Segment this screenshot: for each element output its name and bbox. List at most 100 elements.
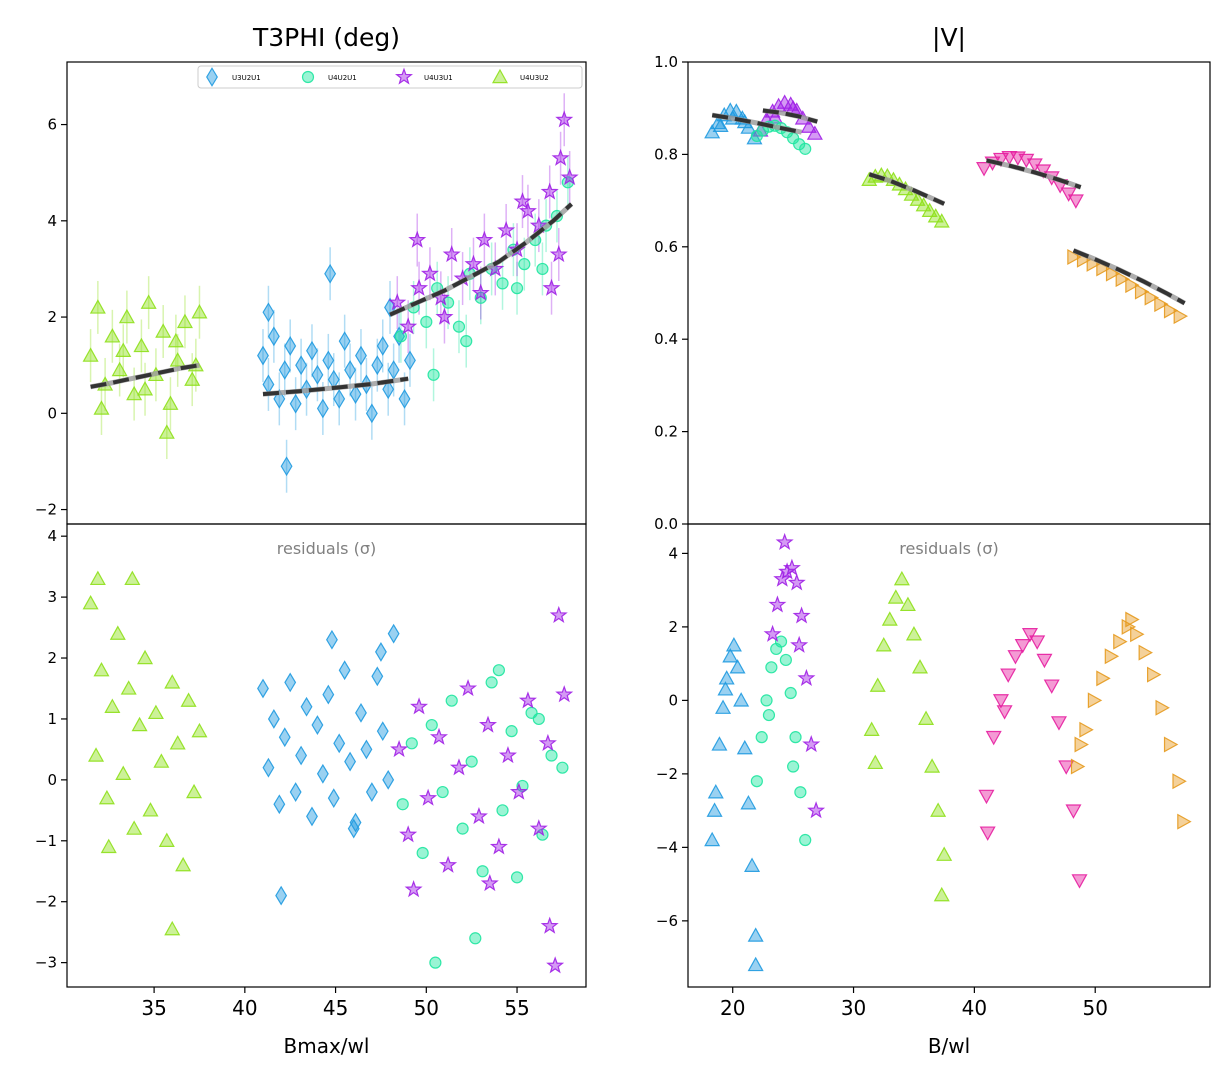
data-point — [797, 668, 816, 686]
data-point — [1134, 283, 1150, 300]
data-point — [1104, 648, 1120, 665]
data-point — [549, 245, 568, 263]
data-point — [355, 345, 367, 366]
data-point — [408, 230, 427, 248]
data-point — [137, 649, 154, 665]
data-point — [257, 678, 269, 699]
data-point — [1096, 670, 1111, 687]
data-point — [456, 822, 469, 835]
data-point — [1060, 187, 1077, 202]
data-point — [347, 818, 360, 839]
data-point — [464, 254, 483, 272]
data-point — [137, 381, 154, 396]
model-line — [986, 158, 1082, 190]
data-point — [496, 277, 509, 290]
data-point — [760, 694, 773, 707]
x-tick-label: 50 — [1082, 996, 1107, 1020]
data-point — [1155, 699, 1170, 716]
data-point — [126, 385, 143, 401]
data-point — [1125, 611, 1140, 628]
data-point — [722, 648, 739, 663]
data-point — [510, 282, 524, 295]
data-point — [371, 355, 384, 376]
residuals-annotation: residuals (σ) — [899, 539, 998, 558]
data-point — [799, 833, 812, 847]
x-tick-label: 40 — [962, 996, 987, 1020]
x-tick-label: 30 — [841, 996, 866, 1020]
series-purple — [763, 532, 826, 819]
data-point — [779, 653, 792, 667]
data-point — [475, 230, 494, 248]
series-orange — [1070, 611, 1192, 830]
data-point — [316, 763, 329, 784]
data-point — [750, 775, 763, 788]
data-point — [280, 456, 293, 477]
y-tick-label: −3 — [35, 954, 57, 972]
y-tick-label: −4 — [656, 838, 678, 856]
y-tick-label: 0.2 — [654, 423, 678, 441]
chart-title: |V| — [932, 23, 966, 52]
data-point — [715, 699, 732, 714]
y-tick-label: 0.4 — [654, 330, 678, 348]
data-point — [289, 393, 302, 414]
data-point — [382, 379, 395, 400]
data-point — [82, 594, 99, 610]
data-point — [1138, 644, 1153, 661]
data-point — [505, 725, 518, 738]
data-point — [142, 802, 159, 817]
data-point — [881, 611, 898, 626]
data-point — [273, 794, 286, 815]
data-point — [918, 710, 935, 725]
data-point — [374, 642, 387, 662]
series-teal — [750, 635, 812, 847]
data-point — [459, 679, 478, 697]
t3phi-plot-area — [82, 93, 579, 493]
data-point — [262, 374, 275, 395]
data-point — [410, 278, 429, 296]
t3phi-resid-panel: −3 −2 −1 0 1 2 3 4 35 40 45 50 55 Bmax/wl residuals (σ… — [35, 523, 587, 1058]
y-tick-label: 0 — [47, 771, 57, 789]
data-point — [725, 637, 742, 652]
data-point — [992, 152, 1009, 168]
data-point — [875, 637, 892, 652]
data-point — [529, 819, 548, 837]
data-point — [88, 747, 105, 762]
data-point — [518, 201, 537, 219]
data-point — [435, 307, 454, 325]
data-point — [278, 727, 291, 748]
data-point — [98, 789, 115, 805]
data-point — [131, 716, 148, 732]
data-point — [429, 956, 442, 969]
data-point — [763, 624, 782, 642]
data-point — [1147, 666, 1162, 683]
data-point — [111, 361, 128, 377]
y-tick-label: 0 — [47, 404, 57, 422]
data-point — [1036, 653, 1053, 669]
data-point — [542, 278, 561, 296]
data-point — [1154, 296, 1169, 313]
data-point — [784, 686, 797, 700]
data-point — [124, 570, 141, 586]
data-point — [410, 697, 429, 715]
data-point — [1058, 760, 1075, 775]
data-point — [1043, 679, 1060, 694]
data-point — [469, 806, 488, 825]
data-point — [985, 730, 1002, 746]
y-tick-label: −6 — [656, 912, 678, 930]
data-point — [460, 335, 473, 348]
data-point — [551, 148, 570, 166]
data-point — [1070, 758, 1086, 775]
data-point — [540, 916, 559, 934]
data-point — [513, 192, 532, 210]
data-point — [869, 677, 886, 692]
x-axis-label: Bmax/wl — [284, 1034, 370, 1058]
data-point — [333, 388, 346, 409]
t3phi-resid-frame — [66, 523, 587, 988]
x-tick-label: 45 — [323, 996, 348, 1020]
data-point — [790, 635, 809, 653]
data-point — [365, 782, 378, 802]
data-point — [887, 589, 904, 604]
data-point — [267, 709, 280, 729]
y-tick-label: −2 — [35, 501, 57, 519]
data-point — [153, 753, 170, 768]
